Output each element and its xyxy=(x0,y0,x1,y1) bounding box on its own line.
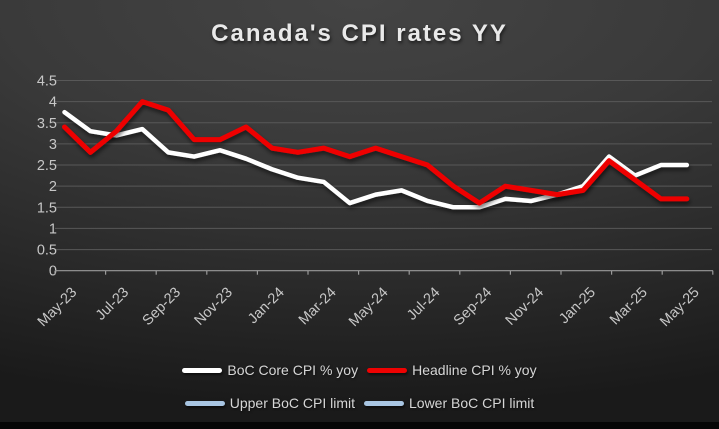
svg-text:3: 3 xyxy=(49,137,57,153)
svg-text:3.5: 3.5 xyxy=(37,116,57,132)
upper-limit-swatch xyxy=(184,400,225,406)
svg-text:May-23: May-23 xyxy=(35,285,81,331)
legend-label-lower-limit: Lower BoC CPI limit xyxy=(409,395,535,411)
svg-text:Sep-24: Sep-24 xyxy=(451,285,495,329)
legend-label-upper-limit: Upper BoC CPI limit xyxy=(229,395,355,411)
legend-item-headline: Headline CPI % yoy xyxy=(367,362,537,378)
svg-text:Mar-24: Mar-24 xyxy=(296,285,340,329)
svg-text:1.5: 1.5 xyxy=(37,200,57,216)
svg-text:Jul-24: Jul-24 xyxy=(404,285,443,324)
legend-label-core: BoC Core CPI % yoy xyxy=(227,362,359,378)
svg-text:May-24: May-24 xyxy=(346,285,392,331)
chart-title: Canada's CPI rates YY xyxy=(211,20,508,47)
svg-text:2: 2 xyxy=(49,179,57,195)
legend-row-1: BoC Core CPI % yoy Headline CPI % yoy xyxy=(0,362,719,378)
svg-text:2.5: 2.5 xyxy=(37,158,57,174)
legend-item-core: BoC Core CPI % yoy xyxy=(182,362,358,378)
legend-item-upper-limit: Upper BoC CPI limit xyxy=(184,395,355,411)
core-line-swatch xyxy=(182,367,223,373)
bottom-border-bar xyxy=(0,422,719,429)
svg-text:0: 0 xyxy=(49,264,57,280)
svg-text:Nov-24: Nov-24 xyxy=(503,285,547,329)
svg-text:Sep-23: Sep-23 xyxy=(140,285,184,329)
svg-text:Jan-25: Jan-25 xyxy=(556,285,599,328)
svg-text:Jan-24: Jan-24 xyxy=(245,285,288,328)
svg-text:1: 1 xyxy=(49,221,57,237)
svg-text:4: 4 xyxy=(49,95,57,111)
svg-text:May-25: May-25 xyxy=(657,285,703,331)
legend-label-headline: Headline CPI % yoy xyxy=(412,362,537,378)
lower-limit-swatch xyxy=(364,400,404,406)
svg-text:0.5: 0.5 xyxy=(37,243,57,259)
svg-text:Mar-25: Mar-25 xyxy=(607,285,651,329)
headline-line-swatch xyxy=(367,367,408,373)
svg-text:4.5: 4.5 xyxy=(37,73,57,89)
legend-item-lower-limit: Lower BoC CPI limit xyxy=(364,395,534,411)
legend-row-2: Upper BoC CPI limit Lower BoC CPI limit xyxy=(0,395,719,411)
svg-text:Jul-23: Jul-23 xyxy=(93,285,132,324)
svg-text:Nov-23: Nov-23 xyxy=(192,285,236,329)
